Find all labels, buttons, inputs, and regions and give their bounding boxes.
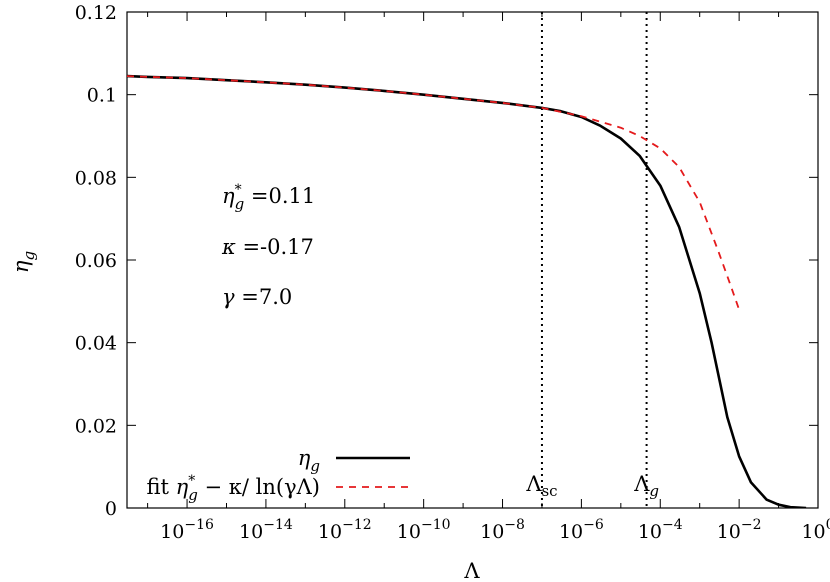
axis-ticks: 0 0.02 0.04 0.06 0.08 0.1 0.12 10−16 10−14 10−12 1… xyxy=(75,2,830,543)
x-tick-label: 10−2 xyxy=(717,517,762,543)
y-tick-label: 0.08 xyxy=(75,167,117,189)
y-tick-label: 0.04 xyxy=(75,333,117,355)
legend-label: fit η* g − κ/ ln(γΛ) xyxy=(147,473,321,504)
vertical-markers: Λsc Λg xyxy=(525,12,659,508)
y-tick-label: 0.12 xyxy=(75,2,117,24)
parameter-annotation: η* g =0.11 xyxy=(222,182,315,213)
x-tick-label: 10−6 xyxy=(559,517,604,543)
series-group xyxy=(127,74,807,508)
legend-label: ηg xyxy=(298,446,320,475)
parameter-annotation: κ =-0.17 xyxy=(221,235,314,259)
x-tick-label: 10−12 xyxy=(318,517,372,543)
parameter-annotations: η* g =0.11 κ =-0.17 γ =7.0 xyxy=(221,182,315,309)
x-tick-label: 10−4 xyxy=(638,517,683,543)
y-tick-label: 0.02 xyxy=(75,415,117,437)
plot-frame xyxy=(126,11,819,509)
y-tick-label: 0.1 xyxy=(87,85,117,107)
x-axis-label: Λ xyxy=(463,559,480,582)
eta-g-series xyxy=(127,74,807,508)
vline-label: Λg xyxy=(633,472,659,500)
x-tick-label: 10−8 xyxy=(480,517,525,543)
vline-label: Λsc xyxy=(525,472,557,500)
x-tick-label: 10−10 xyxy=(397,517,451,543)
y-tick-label: 0.06 xyxy=(75,250,117,272)
y-axis-label: ηg xyxy=(9,251,38,273)
x-tick-label: 10−16 xyxy=(160,517,214,543)
y-tick-label: 0 xyxy=(105,498,117,520)
parameter-annotation: γ =7.0 xyxy=(222,285,292,309)
x-tick-label: 10−14 xyxy=(239,517,293,543)
x-tick-label: 100 xyxy=(801,517,830,543)
